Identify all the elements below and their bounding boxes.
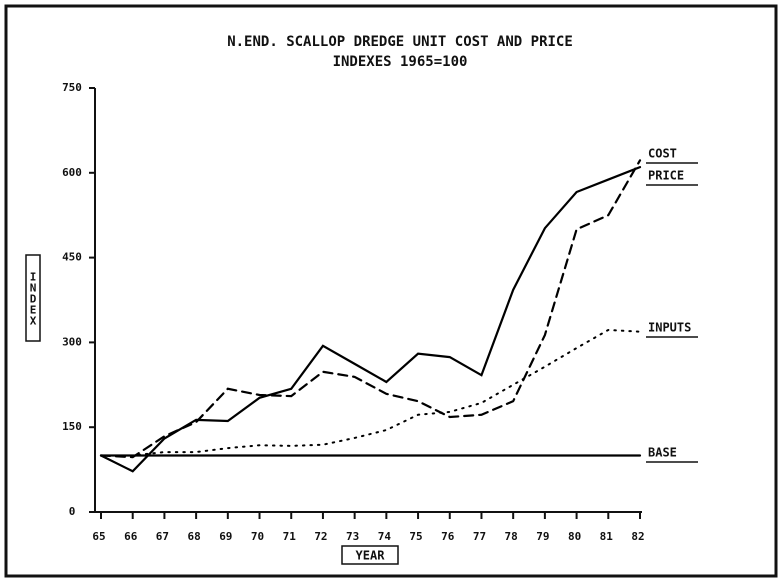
x-tick-label: 71 — [283, 530, 297, 543]
series-line — [99, 159, 642, 459]
x-tick-label: 68 — [187, 530, 200, 543]
series-line — [99, 166, 642, 473]
y-axis-label-text: INDEX — [27, 271, 40, 326]
chart-title: N.END. SCALLOP DREDGE UNIT COST AND PRIC… — [227, 34, 573, 50]
frame — [4, 4, 778, 578]
x-tick-label: 78 — [505, 530, 518, 543]
series-label: INPUTS — [648, 321, 691, 335]
x-tick-label: 72 — [314, 530, 327, 543]
x-tick-label: 73 — [346, 530, 359, 543]
x-tick-label: 79 — [536, 530, 549, 543]
y-tick-label: 750 — [62, 81, 82, 94]
y-axis-label: INDEX — [27, 271, 40, 326]
x-tick-label: 82 — [631, 530, 644, 543]
x-tick-label: 70 — [251, 530, 264, 543]
series-label: COST — [648, 147, 677, 161]
x-tick-label: 76 — [441, 530, 455, 543]
series-line — [100, 328, 641, 457]
x-tick-label: 69 — [219, 530, 232, 543]
series-label: BASE — [648, 446, 677, 460]
x-label-box — [341, 545, 399, 565]
y-tick-label: 0 — [69, 505, 76, 518]
y-tick-label: 600 — [62, 166, 82, 179]
y-tick-label: 450 — [62, 251, 82, 264]
x-tick-label: 66 — [124, 530, 138, 543]
x-tick-label: 65 — [92, 530, 105, 543]
x-axis-label: YEAR — [356, 549, 386, 563]
y-label-box — [25, 254, 41, 342]
chart-subtitle: INDEXES 1965=100 — [333, 54, 468, 70]
x-tick-label: 74 — [378, 530, 392, 543]
y-tick-label: 300 — [62, 335, 82, 348]
series-label: PRICE — [648, 169, 684, 183]
x-tick-label: 75 — [409, 530, 422, 543]
x-tick-label: 67 — [156, 530, 169, 543]
y-tick-label: 150 — [62, 420, 82, 433]
x-tick-label: 81 — [600, 530, 614, 543]
x-tick-label: 77 — [473, 530, 486, 543]
x-tick-label: 80 — [568, 530, 581, 543]
